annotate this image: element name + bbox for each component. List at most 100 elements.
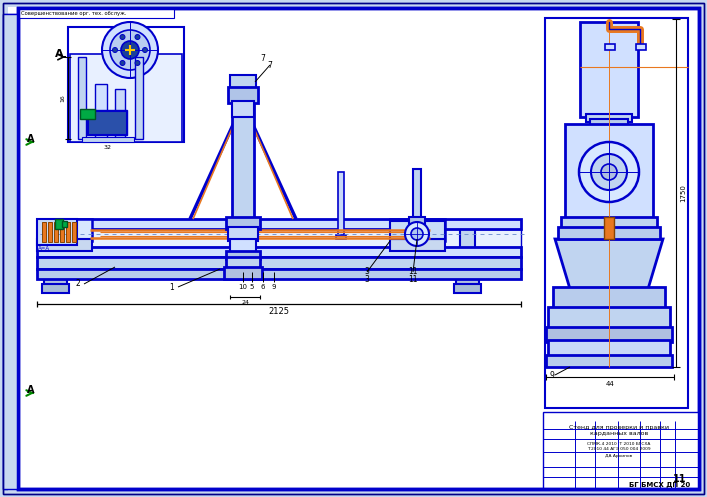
Bar	[42, 284, 69, 293]
Text: 1750: 1750	[680, 184, 686, 202]
Text: Совершенствование орг. тех. обслуж.: Совершенствование орг. тех. обслуж.	[21, 10, 127, 15]
Bar	[590, 119, 628, 129]
Text: 7: 7	[261, 54, 265, 63]
Circle shape	[143, 48, 148, 53]
Text: 44: 44	[606, 381, 614, 387]
Bar	[42, 222, 46, 242]
Bar	[87, 110, 127, 135]
Bar	[224, 267, 262, 279]
Bar	[19, 8, 174, 18]
Circle shape	[112, 48, 117, 53]
Bar	[543, 412, 699, 488]
Bar	[605, 44, 615, 50]
Bar	[604, 217, 614, 239]
Bar	[37, 239, 92, 251]
Text: 7: 7	[267, 61, 272, 70]
Bar	[37, 257, 521, 269]
Bar	[3, 14, 18, 489]
Bar	[390, 239, 445, 251]
Bar	[390, 219, 445, 241]
Bar	[390, 221, 445, 239]
Bar	[55, 219, 63, 229]
Text: 2: 2	[75, 279, 80, 288]
Bar	[545, 18, 688, 408]
Bar	[3, 14, 18, 489]
Text: 10: 10	[238, 284, 247, 290]
Circle shape	[121, 41, 139, 59]
Bar	[60, 222, 64, 242]
Bar	[62, 221, 67, 227]
Text: 3: 3	[365, 275, 370, 284]
Text: 1: 1	[169, 282, 174, 292]
Bar	[66, 222, 70, 242]
Bar	[37, 269, 521, 279]
Bar	[115, 89, 125, 139]
Text: 11: 11	[408, 275, 418, 284]
Bar	[413, 169, 421, 219]
Circle shape	[601, 164, 617, 180]
Circle shape	[135, 34, 140, 39]
Bar	[82, 137, 134, 142]
Bar	[70, 54, 182, 142]
Bar	[44, 277, 67, 285]
Text: 6: 6	[261, 284, 265, 290]
Bar	[37, 229, 521, 247]
Bar	[548, 340, 670, 357]
Bar	[230, 75, 256, 89]
Bar	[226, 217, 260, 229]
Text: 32: 32	[104, 145, 112, 150]
Circle shape	[591, 154, 627, 190]
Text: ДА Архипов: ДА Архипов	[605, 454, 633, 458]
Text: 3: 3	[365, 267, 370, 276]
Text: A: A	[55, 49, 64, 59]
Bar	[228, 227, 258, 241]
Text: 9: 9	[271, 284, 276, 290]
Bar	[580, 22, 638, 117]
Bar	[454, 284, 481, 293]
Bar	[636, 44, 646, 50]
Bar	[37, 219, 521, 229]
Circle shape	[102, 22, 158, 78]
Bar	[226, 251, 260, 259]
Bar	[95, 84, 107, 139]
Text: 11: 11	[673, 474, 686, 484]
Bar	[48, 229, 63, 279]
Circle shape	[405, 222, 429, 246]
Bar	[338, 172, 344, 237]
Bar	[565, 124, 653, 219]
Text: 9: 9	[550, 370, 555, 380]
Bar	[37, 219, 77, 245]
Text: 5: 5	[250, 284, 255, 290]
Bar	[37, 219, 92, 241]
Circle shape	[120, 61, 125, 66]
Bar	[546, 327, 672, 342]
Circle shape	[579, 142, 639, 202]
Bar	[135, 57, 143, 139]
Bar	[54, 222, 58, 242]
Circle shape	[120, 34, 125, 39]
Bar	[561, 217, 657, 229]
Bar	[226, 257, 260, 269]
Text: 24: 24	[241, 300, 249, 305]
Bar	[409, 217, 425, 229]
Bar	[586, 114, 632, 122]
Text: 11: 11	[408, 267, 418, 276]
Text: 2125: 2125	[269, 307, 289, 316]
Bar	[48, 222, 52, 242]
Bar	[230, 239, 256, 253]
Text: A=A: A=A	[38, 246, 50, 251]
Circle shape	[411, 228, 423, 240]
Text: Стенд для проверки и правки
карданных валов: Стенд для проверки и правки карданных ва…	[569, 425, 669, 436]
Bar	[460, 229, 475, 279]
Bar	[232, 89, 254, 219]
Text: СПМК-4 2010  Т 2010 БГСХА
Т 2010 44 АГЭ 050 004 2009: СПМК-4 2010 Т 2010 БГСХА Т 2010 44 АГЭ 0…	[588, 442, 651, 451]
Bar	[558, 227, 660, 239]
Bar	[88, 111, 126, 134]
Bar	[72, 222, 76, 242]
Polygon shape	[555, 239, 663, 289]
Circle shape	[110, 30, 150, 70]
Bar	[80, 109, 95, 119]
Text: БГ БМСХ ДП 20: БГ БМСХ ДП 20	[629, 482, 691, 488]
Bar	[232, 101, 254, 117]
Bar	[78, 57, 86, 139]
